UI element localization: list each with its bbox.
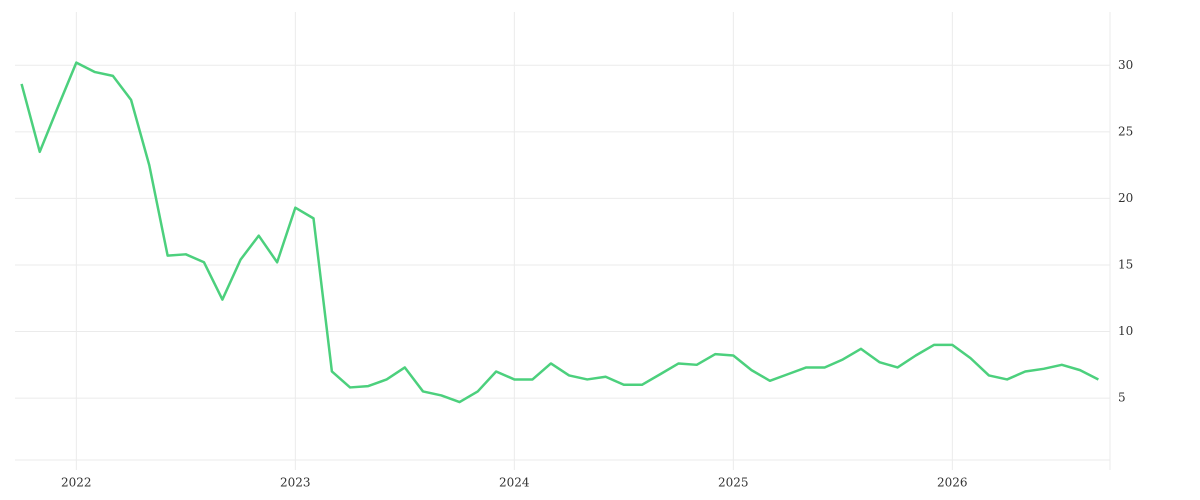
y-tick-label: 5: [1118, 391, 1126, 405]
data-line: [20, 61, 1099, 404]
x-tick-label: 2024: [499, 476, 530, 490]
y-tick-label: 15: [1118, 257, 1133, 271]
x-tick-label: 2022: [61, 476, 92, 490]
y-tick-label: 10: [1118, 324, 1133, 338]
y-tick-label: 30: [1118, 58, 1133, 72]
y-tick-label: 20: [1118, 191, 1133, 205]
x-tick-label: 2023: [280, 476, 311, 490]
y-tick-label: 25: [1118, 124, 1133, 138]
x-tick-label: 2025: [718, 476, 749, 490]
x-tick-label: 2026: [937, 476, 968, 490]
